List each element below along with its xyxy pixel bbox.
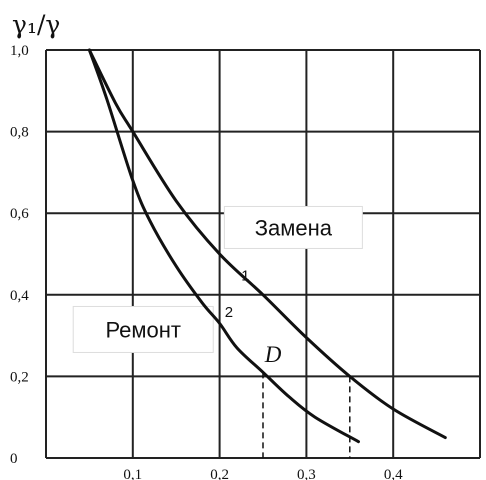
series-line-1 [87,48,447,440]
region-label-lower: Ремонт [105,317,181,342]
marks [72,48,447,458]
series-label-2: 2 [225,304,233,321]
y-tick-label: 0,2 [10,369,29,385]
y-tick-label: 1,0 [10,43,29,59]
labels: 0 0,2 0,4 0,6 0,8 1,0 0,1 0,2 0,3 0,4 γ₁/γ Замена Ре… [10,10,403,480]
series-label-1: 1 [241,268,249,285]
y-tick-label: 0 [10,451,18,467]
region-box-lower [72,305,214,353]
x-tick-label: 0,2 [210,467,229,480]
region-label-upper: Замена [255,215,333,240]
x-tick-label: 0,3 [297,467,316,480]
y-tick-label: 0,4 [10,288,29,304]
y-axis-title: γ₁/γ [12,10,60,39]
y-tick-label: 0,6 [10,206,29,222]
x-tick-label: 0,1 [123,467,142,480]
point-label-d: D [264,342,282,367]
y-tick-label: 0,8 [10,125,29,141]
series-line-2 [87,48,360,444]
region-box-upper [223,205,363,249]
x-tick-label: 0,4 [384,467,403,480]
